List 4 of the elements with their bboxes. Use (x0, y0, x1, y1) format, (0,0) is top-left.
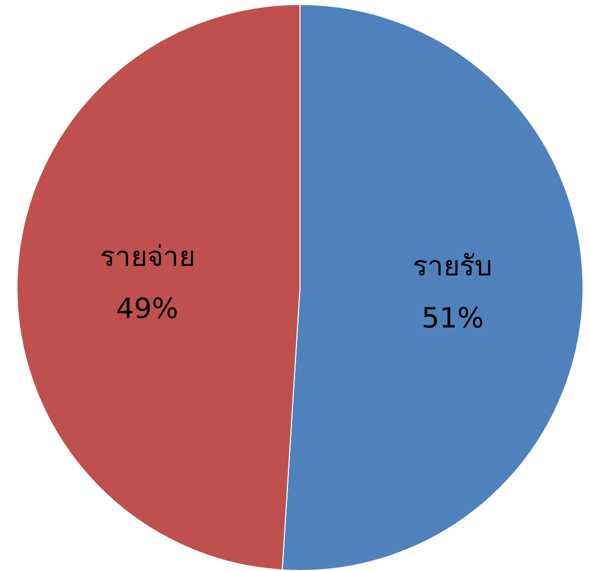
slice-label: รายรับ (412, 250, 493, 283)
slice-label: รายจ่าย (100, 240, 195, 273)
data-label: 49% (116, 292, 178, 325)
data-label: 51% (422, 302, 484, 335)
